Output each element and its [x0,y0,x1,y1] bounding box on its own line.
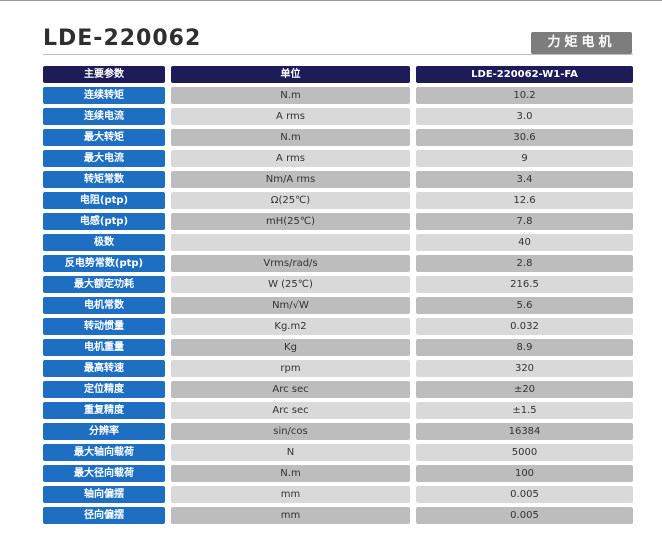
unit-cell: Kg [171,339,410,356]
table-row: 反电势常数(ptp) Vrms/rad/s 2.8 [43,255,633,272]
header-model: LDE-220062-W1-FA [416,66,633,83]
table-row: 连续转矩 N.m 10.2 [43,87,633,104]
value-cell: 0.005 [416,486,633,503]
value-cell: 3.4 [416,171,633,188]
param-cell: 转动惯量 [43,318,165,335]
table-row: 轴向偏摆 mm 0.005 [43,486,633,503]
header-param: 主要参数 [43,66,165,83]
value-cell: 0.005 [416,507,633,524]
param-cell: 电感(ptp) [43,213,165,230]
unit-cell: Ω(25℃) [171,192,410,209]
page-title: LDE-220062 [43,26,202,51]
table-row: 最大转矩 N.m 30.6 [43,129,633,146]
unit-cell: Arc sec [171,381,410,398]
unit-cell: sin/cos [171,423,410,440]
param-cell: 最大轴向载荷 [43,444,165,461]
value-cell: 320 [416,360,633,377]
value-cell: 5000 [416,444,633,461]
table-row: 电感(ptp) mH(25℃) 7.8 [43,213,633,230]
unit-cell: N.m [171,465,410,482]
table-row: 电阻(ptp) Ω(25℃) 12.6 [43,192,633,209]
unit-cell: N [171,444,410,461]
unit-cell: Nm/√W [171,297,410,314]
table-row: 最大径向载荷 N.m 100 [43,465,633,482]
unit-cell: mH(25℃) [171,213,410,230]
table-row: 转矩常数 Nm/A rms 3.4 [43,171,633,188]
unit-cell: mm [171,507,410,524]
value-cell: 100 [416,465,633,482]
spec-table: 主要参数 单位 LDE-220062-W1-FA 连续转矩 N.m 10.2 连续电流… [43,66,633,528]
value-cell: 16384 [416,423,633,440]
unit-cell: Kg.m2 [171,318,410,335]
table-row: 最大轴向载荷 N 5000 [43,444,633,461]
param-cell: 轴向偏摆 [43,486,165,503]
unit-cell: Nm/A rms [171,171,410,188]
top-border [0,0,662,1]
unit-cell: Vrms/rad/s [171,255,410,272]
unit-cell: A rms [171,150,410,167]
param-cell: 最大额定功耗 [43,276,165,293]
param-cell: 定位精度 [43,381,165,398]
value-cell: 30.6 [416,129,633,146]
table-row: 电机重量 Kg 8.9 [43,339,633,356]
value-cell: 7.8 [416,213,633,230]
value-cell: 0.032 [416,318,633,335]
param-cell: 最高转速 [43,360,165,377]
param-cell: 电机重量 [43,339,165,356]
title-divider [43,54,633,55]
param-cell: 转矩常数 [43,171,165,188]
table-header-row: 主要参数 单位 LDE-220062-W1-FA [43,66,633,83]
param-cell: 电阻(ptp) [43,192,165,209]
param-cell: 径向偏摆 [43,507,165,524]
unit-cell: A rms [171,108,410,125]
category-badge: 力矩电机 [531,32,632,54]
param-cell: 最大径向载荷 [43,465,165,482]
unit-cell: rpm [171,360,410,377]
value-cell: 3.0 [416,108,633,125]
value-cell: 40 [416,234,633,251]
param-cell: 反电势常数(ptp) [43,255,165,272]
value-cell: 10.2 [416,87,633,104]
table-row: 最大额定功耗 W (25℃) 216.5 [43,276,633,293]
table-row: 电机常数 Nm/√W 5.6 [43,297,633,314]
value-cell: 2.8 [416,255,633,272]
param-cell: 最大电流 [43,150,165,167]
unit-cell: mm [171,486,410,503]
table-row: 径向偏摆 mm 0.005 [43,507,633,524]
header-unit: 单位 [171,66,410,83]
value-cell: 5.6 [416,297,633,314]
table-row: 最高转速 rpm 320 [43,360,633,377]
value-cell: ±20 [416,381,633,398]
table-row: 定位精度 Arc sec ±20 [43,381,633,398]
param-cell: 电机常数 [43,297,165,314]
param-cell: 连续电流 [43,108,165,125]
unit-cell: W (25℃) [171,276,410,293]
unit-cell: N.m [171,87,410,104]
value-cell: 12.6 [416,192,633,209]
table-row: 重复精度 Arc sec ±1.5 [43,402,633,419]
table-row: 最大电流 A rms 9 [43,150,633,167]
param-cell: 最大转矩 [43,129,165,146]
param-cell: 分辨率 [43,423,165,440]
table-row: 极数 40 [43,234,633,251]
value-cell: 9 [416,150,633,167]
table-row: 分辨率 sin/cos 16384 [43,423,633,440]
param-cell: 极数 [43,234,165,251]
value-cell: 216.5 [416,276,633,293]
value-cell: ±1.5 [416,402,633,419]
table-row: 连续电流 A rms 3.0 [43,108,633,125]
unit-cell: N.m [171,129,410,146]
param-cell: 重复精度 [43,402,165,419]
unit-cell: Arc sec [171,402,410,419]
param-cell: 连续转矩 [43,87,165,104]
unit-cell [171,234,410,251]
value-cell: 8.9 [416,339,633,356]
table-row: 转动惯量 Kg.m2 0.032 [43,318,633,335]
